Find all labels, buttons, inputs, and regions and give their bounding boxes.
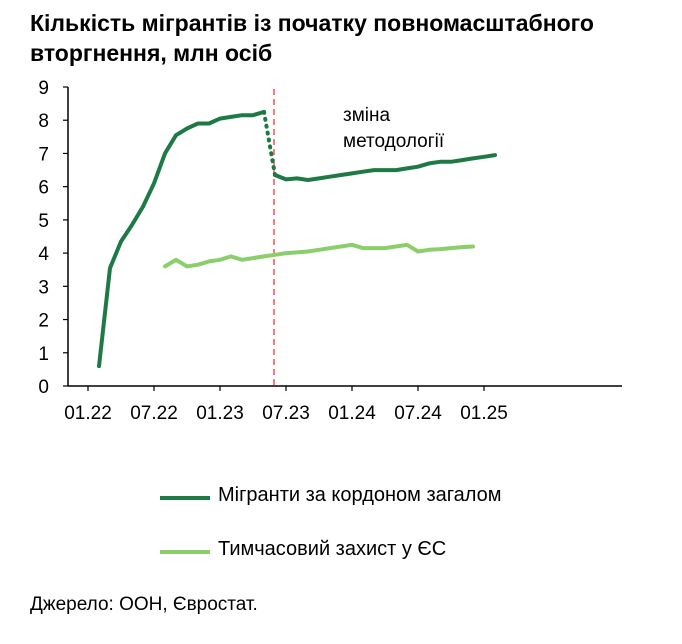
y-tick-label: 6 <box>38 178 49 199</box>
chart-title-line-1: Кількість мігрантів із початку повномасш… <box>30 10 594 36</box>
x-tick-label: 07.24 <box>394 403 442 424</box>
x-tick-labels: 01.22 07.22 01.23 07.23 01.24 07.24 01.25 <box>64 403 508 424</box>
y-tick-label: 5 <box>38 211 49 232</box>
series-line-temporary-protection <box>163 242 475 269</box>
legend-swatch-total-migrants <box>160 496 210 500</box>
series-line-total-migrants <box>97 109 266 369</box>
chart-series <box>97 109 497 369</box>
chart-axes <box>63 86 622 391</box>
annotation-line-1: зміна <box>343 105 390 126</box>
x-tick-label: 01.23 <box>196 403 244 424</box>
legend-label-temporary-protection: Тимчасовий захист у ЄС <box>218 538 447 560</box>
y-tick-labels: 0 1 2 3 4 5 6 7 8 9 <box>38 78 49 398</box>
y-tick-label: 2 <box>38 311 49 332</box>
x-tick-label: 01.24 <box>328 403 376 424</box>
x-tick-label: 01.22 <box>64 403 112 424</box>
x-tick-label: 07.23 <box>262 403 310 424</box>
y-tick-label: 4 <box>38 244 49 265</box>
x-tick-label: 07.22 <box>130 403 178 424</box>
series-line-total-migrants-after-change <box>273 153 497 182</box>
chart-title: Кількість мігрантів із початку повномасш… <box>30 8 670 68</box>
y-tick-label: 0 <box>38 377 49 398</box>
y-tick-label: 7 <box>38 144 49 165</box>
legend-swatch-temporary-protection <box>160 550 210 554</box>
line-chart: 0 1 2 3 4 5 6 7 8 9 01.22 07.22 01.23 07.23 01.24 07.2… <box>38 78 622 424</box>
y-tick-label: 8 <box>38 111 49 132</box>
source-note: Джерело: ООН, Євростат. <box>30 594 258 615</box>
y-tick-label: 9 <box>38 78 49 99</box>
y-tick-label: 1 <box>38 344 49 365</box>
y-tick-label: 3 <box>38 277 49 298</box>
x-tick-label: 01.25 <box>460 403 508 424</box>
methodology-annotation: зміна методології <box>343 105 445 152</box>
legend-label-total-migrants: Мігранти за кордоном загалом <box>218 484 502 506</box>
annotation-line-2: методології <box>343 131 445 152</box>
chart-title-line-2: вторгнення, млн осіб <box>30 40 273 66</box>
